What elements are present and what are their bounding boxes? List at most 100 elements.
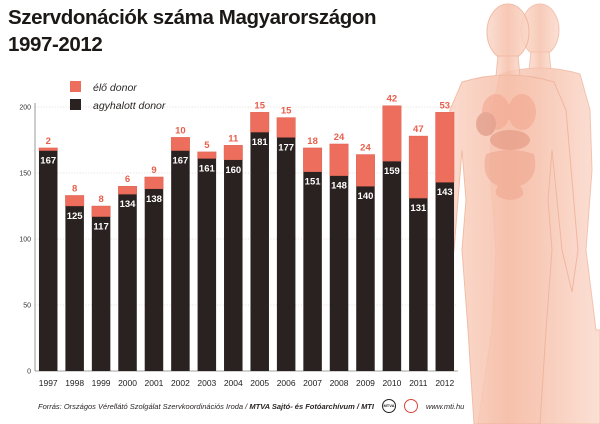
value-label-living: 8 [98, 194, 103, 205]
legend-label-deceased: agyhalott donor [93, 100, 166, 112]
value-label-living: 47 [413, 124, 424, 135]
value-label-living: 11 [228, 133, 239, 144]
website-link[interactable]: www.mti.hu [425, 401, 465, 411]
bar-living [408, 135, 428, 199]
bar-deceased [171, 150, 190, 371]
chart-subtitle-years: 1997-2012 [8, 33, 103, 56]
bar-deceased [250, 132, 269, 371]
legend: élő donor agyhalott donor [70, 81, 166, 112]
x-tick-label: 2000 [118, 378, 137, 388]
x-tick-label: 2007 [303, 378, 322, 388]
bar-deceased [303, 171, 322, 371]
value-label-deceased: 148 [331, 181, 347, 192]
x-tick-label: 1998 [65, 378, 84, 388]
value-label-living: 5 [204, 140, 210, 151]
value-label-deceased: 125 [67, 211, 84, 222]
x-tick-label: 2010 [382, 378, 401, 388]
value-label-living: 24 [334, 132, 345, 143]
value-label-deceased: 177 [278, 142, 294, 153]
chart-title: Szervdonációk száma Magyarországon [8, 6, 377, 29]
internal-organs [476, 94, 536, 200]
legend-swatch-living [70, 81, 81, 92]
bar-deceased [118, 194, 137, 371]
y-tick-label: 0 [27, 369, 31, 376]
legend-label-living: élő donor [93, 82, 137, 94]
mtva-logo-icon: MTVA [381, 399, 396, 413]
value-label-living: 24 [360, 143, 371, 154]
value-label-deceased: 181 [252, 137, 269, 148]
bar-living [382, 105, 402, 162]
x-tick-label: 2006 [277, 378, 296, 388]
value-label-deceased: 140 [358, 191, 374, 202]
x-tick-label: 1999 [92, 378, 111, 388]
x-tick-label: 1997 [39, 378, 58, 388]
mti-text: MTI [361, 401, 374, 411]
bar-living [118, 185, 137, 195]
bar-living [38, 147, 58, 151]
value-label-living: 10 [175, 125, 186, 136]
bar-deceased [382, 161, 402, 371]
value-label-deceased: 138 [146, 194, 162, 205]
value-label-living: 6 [125, 174, 130, 185]
bar-living [170, 137, 190, 151]
x-tick-label: 2008 [330, 378, 349, 388]
bar-living [197, 151, 217, 159]
bar-deceased [329, 175, 349, 371]
value-label-living: 2 [46, 136, 51, 147]
x-tick-label: 2011 [409, 378, 428, 388]
bar-deceased [276, 137, 296, 371]
y-tick-label: 200 [19, 105, 31, 112]
value-label-deceased: 134 [120, 199, 137, 210]
bar-living [65, 195, 85, 207]
value-label-deceased: 117 [93, 222, 108, 233]
bar-living [435, 112, 455, 183]
bar-living [250, 112, 270, 133]
source-text: Forrás: Országos Vérellátó Szolgálat Sze… [38, 401, 244, 411]
value-label-deceased: 143 [437, 187, 453, 198]
value-label-deceased: 131 [410, 203, 427, 214]
value-label-deceased: 151 [305, 177, 322, 188]
bar-deceased [38, 150, 58, 371]
bar-living [303, 147, 323, 172]
x-tick-label: 2002 [171, 378, 190, 388]
bar-living [329, 143, 349, 176]
bar-deceased [435, 182, 455, 371]
value-label-living: 53 [439, 100, 450, 111]
footer: Forrás: Országos Vérellátó Szolgálat Sze… [38, 398, 464, 414]
legend-swatch-deceased [70, 99, 81, 110]
value-label-living: 9 [151, 165, 156, 176]
x-tick-label: 2003 [197, 378, 216, 388]
value-label-deceased: 167 [40, 156, 56, 167]
x-tick-label: 2001 [145, 378, 164, 388]
y-tick-label: 100 [19, 237, 31, 244]
value-label-deceased: 167 [172, 156, 188, 167]
bar-deceased [356, 186, 375, 371]
human-body-illustration [437, 3, 600, 424]
bar-deceased [224, 159, 243, 371]
bar-living [144, 176, 164, 190]
bar-deceased [144, 188, 164, 371]
bar-living [276, 117, 296, 138]
x-tick-label: 2009 [356, 378, 375, 388]
value-label-living: 15 [254, 100, 265, 111]
bar-deceased [197, 158, 217, 371]
value-label-living: 15 [281, 106, 292, 117]
bar-living [223, 145, 243, 160]
mti-logo-icon [403, 399, 418, 413]
value-label-living: 18 [307, 136, 318, 147]
value-label-living: 42 [387, 94, 398, 105]
bar-living [356, 154, 375, 187]
bar-deceased [91, 216, 111, 371]
value-label-deceased: 161 [199, 163, 216, 174]
x-tick-label: 2005 [250, 378, 269, 388]
y-tick-label: 50 [23, 303, 31, 310]
value-label-deceased: 160 [225, 165, 241, 176]
y-tick-label: 150 [19, 171, 31, 178]
bar-deceased [409, 198, 428, 371]
x-tick-label: 2004 [224, 378, 243, 388]
credit-text: MTVA Sajtó- és Fotóarchívum [249, 401, 355, 411]
value-label-living: 8 [72, 183, 77, 194]
